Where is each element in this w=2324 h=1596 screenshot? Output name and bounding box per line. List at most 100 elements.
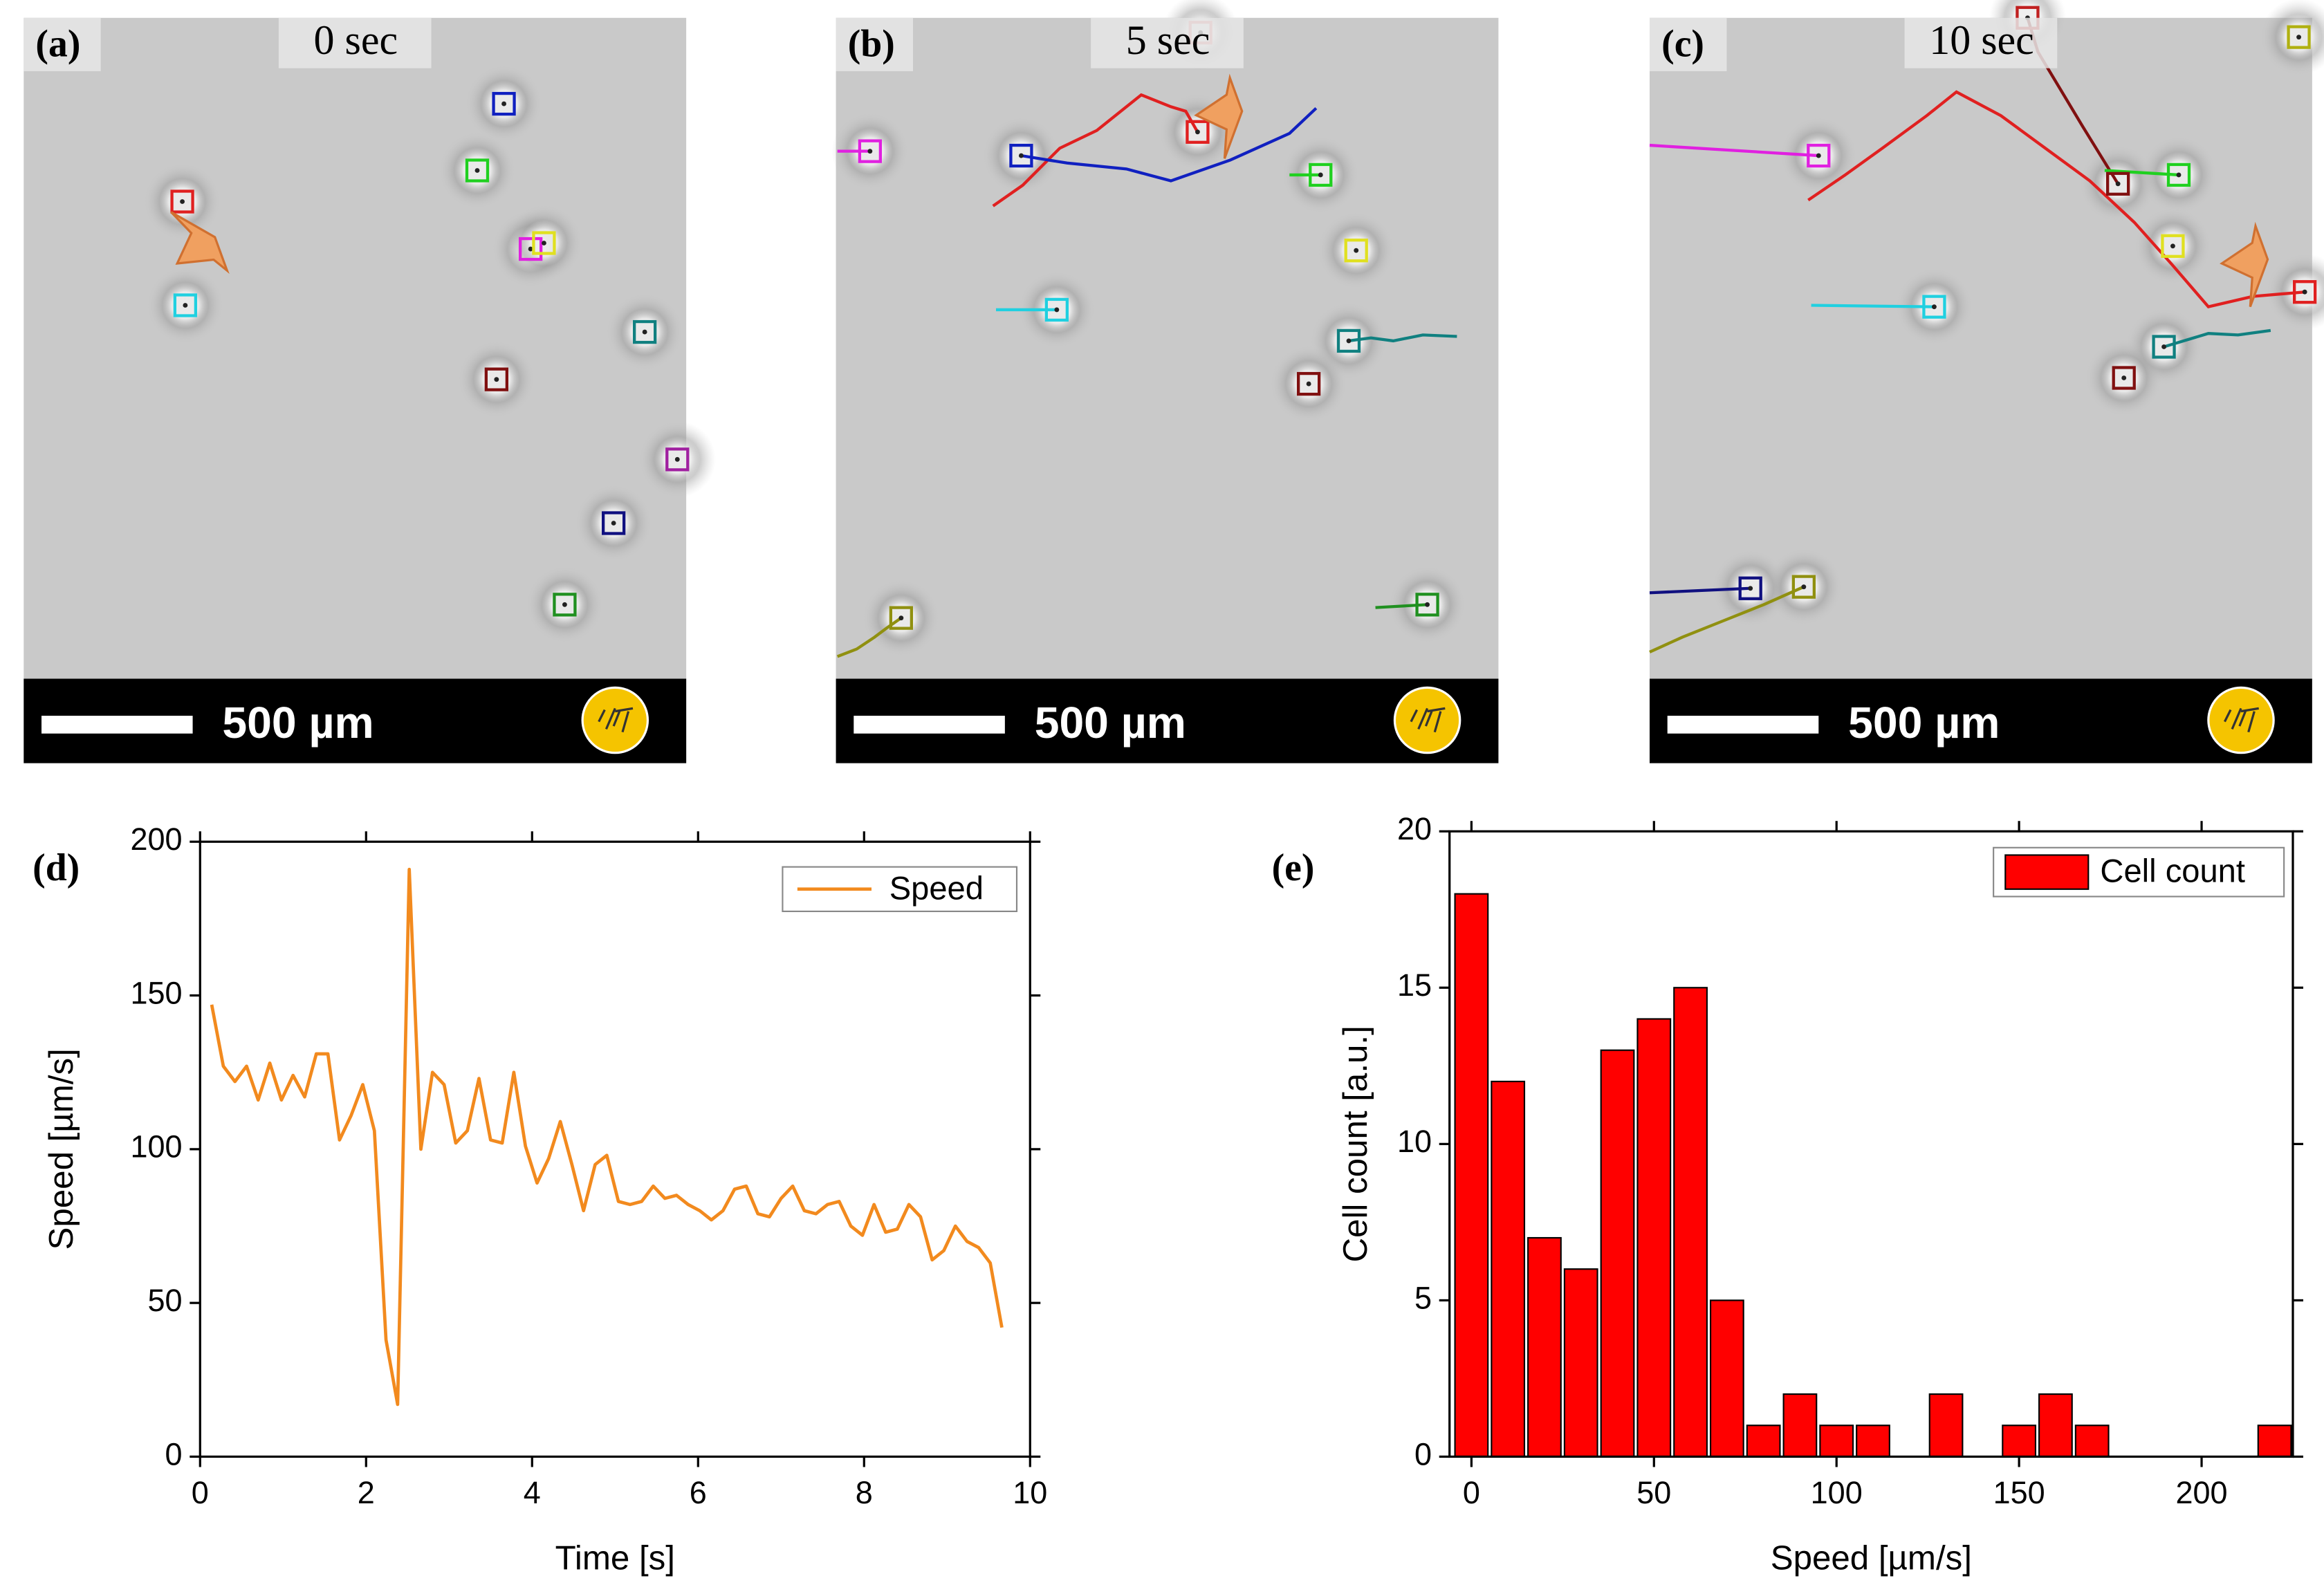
scale-bar xyxy=(854,716,1005,734)
bar xyxy=(1928,1393,1964,1458)
cell-box xyxy=(1807,143,1831,168)
cell-box xyxy=(1791,575,1816,599)
x-tick-label: 0 xyxy=(192,1475,209,1510)
bar xyxy=(1600,1049,1635,1458)
logo-mark xyxy=(1410,707,1446,733)
bar xyxy=(1856,1425,1890,1458)
cell xyxy=(183,303,188,308)
cell-box xyxy=(1336,328,1361,353)
cell-box xyxy=(519,236,543,261)
cell-box xyxy=(1309,163,1333,187)
x-axis-label: Speed [µm/s] xyxy=(1771,1539,1972,1577)
time-label: 5 sec xyxy=(1126,17,1210,63)
x-tick-label: 150 xyxy=(1993,1475,2045,1510)
x-tick-label: 6 xyxy=(690,1475,707,1510)
y-tick-label: 10 xyxy=(1397,1124,1432,1159)
bar xyxy=(2074,1425,2110,1458)
label-box xyxy=(1650,17,1727,71)
cell xyxy=(2161,344,2166,349)
bar xyxy=(1819,1425,1854,1458)
y-axis-label: Speed [µm/s] xyxy=(42,1048,80,1250)
line-series xyxy=(210,867,1004,1407)
bar xyxy=(1746,1425,1781,1458)
legend-swatch xyxy=(2004,854,2090,890)
arrow xyxy=(2220,221,2269,308)
bar xyxy=(1709,1299,1744,1458)
y-tick-label: 0 xyxy=(1414,1436,1432,1472)
bar xyxy=(1454,893,1489,1458)
micrograph-panel: (c) 10 sec 500 µm xyxy=(1649,0,2324,763)
panel-label: (d) xyxy=(33,846,80,889)
time-box xyxy=(1904,17,2058,68)
cell xyxy=(1816,153,1821,158)
bar xyxy=(2257,1425,2292,1458)
bar xyxy=(1782,1393,1818,1458)
cell xyxy=(867,149,873,154)
panel-label: (c) xyxy=(1661,22,1704,65)
y-tick-label: 200 xyxy=(130,822,182,857)
cell-box xyxy=(2292,280,2317,304)
x-tick-label: 200 xyxy=(2175,1475,2227,1510)
scale-bar-label: 500 µm xyxy=(1035,698,1186,748)
cell-track xyxy=(1649,586,1751,595)
cell-track xyxy=(992,93,1199,207)
cell-box xyxy=(2152,335,2176,359)
x-tick-label: 50 xyxy=(1636,1475,1671,1510)
cell xyxy=(562,602,567,607)
scale-bar-label: 500 µm xyxy=(1848,698,2000,748)
cell-box xyxy=(532,231,556,255)
cell-box xyxy=(633,319,657,344)
cell-track xyxy=(1649,585,1805,653)
cell xyxy=(2115,181,2121,187)
cell xyxy=(642,329,647,335)
cell-box xyxy=(1922,295,1946,319)
x-tick-label: 8 xyxy=(856,1475,873,1510)
logo-mark xyxy=(598,707,634,733)
label-box xyxy=(24,17,101,71)
cell-box xyxy=(2166,163,2191,187)
x-axis-label: Time [s] xyxy=(555,1539,675,1577)
time-box xyxy=(278,17,432,68)
panel-label: (e) xyxy=(1272,846,1315,889)
cell-track xyxy=(1807,90,2305,309)
cell-track xyxy=(1348,333,1457,343)
legend-label: Cell count xyxy=(2100,853,2245,889)
cell-box xyxy=(553,593,577,617)
cell xyxy=(2170,243,2175,249)
cell-box xyxy=(2105,171,2130,196)
bar xyxy=(1673,987,1708,1458)
legend-label: Speed xyxy=(889,869,984,906)
cell-box xyxy=(665,447,690,472)
cell-box xyxy=(1009,143,1033,168)
cell xyxy=(542,241,546,245)
cell-box xyxy=(492,91,516,116)
cell xyxy=(2176,172,2182,178)
cell-track xyxy=(1649,143,1819,158)
cell-track xyxy=(1811,304,1935,308)
y-axis-label: Cell count [a.u.] xyxy=(1336,1026,1374,1262)
arrow xyxy=(170,211,230,275)
cell-box xyxy=(1344,239,1368,263)
cell xyxy=(474,168,480,173)
cell xyxy=(494,377,499,382)
cell-box xyxy=(1186,120,1210,144)
cell-halo xyxy=(2260,0,2324,76)
bar xyxy=(1527,1236,1562,1458)
cell-box xyxy=(2161,234,2185,258)
cell-box xyxy=(173,293,197,317)
time-label: 0 sec xyxy=(313,17,398,63)
y-tick-label: 100 xyxy=(130,1129,182,1164)
cell-box xyxy=(465,158,490,183)
scale-bar-label: 500 µm xyxy=(222,698,374,748)
x-tick-label: 2 xyxy=(358,1475,375,1510)
cell-box xyxy=(889,606,913,630)
y-tick-label: 150 xyxy=(130,975,182,1010)
bar xyxy=(2038,1393,2073,1458)
cell xyxy=(1019,153,1024,158)
cell xyxy=(611,521,616,526)
cell-box xyxy=(1044,297,1069,322)
x-tick-label: 10 xyxy=(1013,1475,1047,1510)
x-tick-label: 0 xyxy=(1463,1475,1480,1510)
cell-box xyxy=(602,511,626,535)
